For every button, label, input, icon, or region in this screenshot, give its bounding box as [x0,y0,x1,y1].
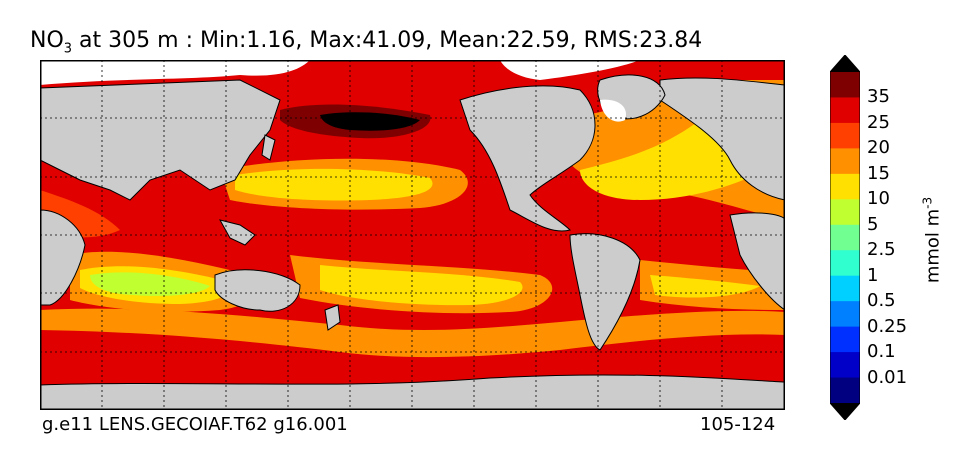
land-europe-east [659,77,785,201]
colorbar-top-arrow [830,55,860,72]
colorbar-swatch [830,173,860,200]
case-name: g.e11 LENS.GECOIAF.T62 g16.001 [42,414,348,435]
year-range: 105-124 [700,414,776,435]
colorbar-units: mmol m-3 [921,197,944,283]
ice-arctic-america [500,60,640,80]
colorbar-swatch [830,72,860,98]
colorbar-tick-label: 2.5 [867,239,896,261]
plot-title: NO3 at 305 m : Min:1.16, Max:41.09, Mean… [30,28,702,56]
ocean-map [40,60,785,410]
colorbar-tick-label: 5 [867,213,879,235]
colorbar-tick-label: 10 [867,188,890,210]
indian-green-region [90,272,210,296]
title-species: NO [30,28,64,53]
colorbar-tick-label: 0.01 [867,366,908,388]
title-stats: at 305 m : Min:1.16, Max:41.09, Mean:22.… [72,28,703,53]
colorbar-bottom-arrow [830,403,860,420]
land-australia [214,269,301,312]
colorbar-tick-label: 15 [867,162,890,184]
title-species-subscript: 3 [63,41,73,57]
land-eurasia-west [40,79,281,201]
colorbar-tick-label: 35 [867,86,890,108]
land-indonesia [219,219,256,246]
colorbar-tick-label: 0.5 [867,290,896,312]
land-north-america [459,85,596,232]
colorbar-swatch [830,199,860,226]
land-south-america [569,233,641,351]
south-atlantic-yellow [650,275,760,298]
units-exponent: -3 [920,196,935,209]
colorbar-swatch [830,301,860,328]
colorbar-swatch [830,326,860,353]
colorbar-tick-label: 0.1 [867,341,896,363]
colorbar-swatch [830,275,860,302]
colorbar-swatch [830,352,860,379]
colorbar-tick-label: 0.25 [867,315,908,337]
colorbar-swatch [830,122,860,149]
land-new-zealand [324,304,341,331]
map-frame [40,60,785,410]
subarctic-max [320,112,420,131]
land-japan [261,134,276,161]
colorbar-swatch [830,148,860,175]
colorbar [829,54,861,421]
land-africa [40,209,86,306]
colorbar-tick-label: 25 [867,111,890,133]
colorbar-swatch [830,377,860,404]
units-text: mmol m [922,208,944,284]
north-pacific-yellow [235,168,433,201]
colorbar-tick-label: 1 [867,264,879,286]
ice-arctic-asia [40,60,310,85]
arctic-red [310,60,500,88]
colorbar-swatch [830,224,860,251]
colorbar-tick-label: 20 [867,137,890,159]
ice-hudson [600,99,626,122]
colorbar-swatch [830,250,860,277]
south-pacific-yellow [320,265,523,306]
colorbar-swatch [830,97,860,124]
